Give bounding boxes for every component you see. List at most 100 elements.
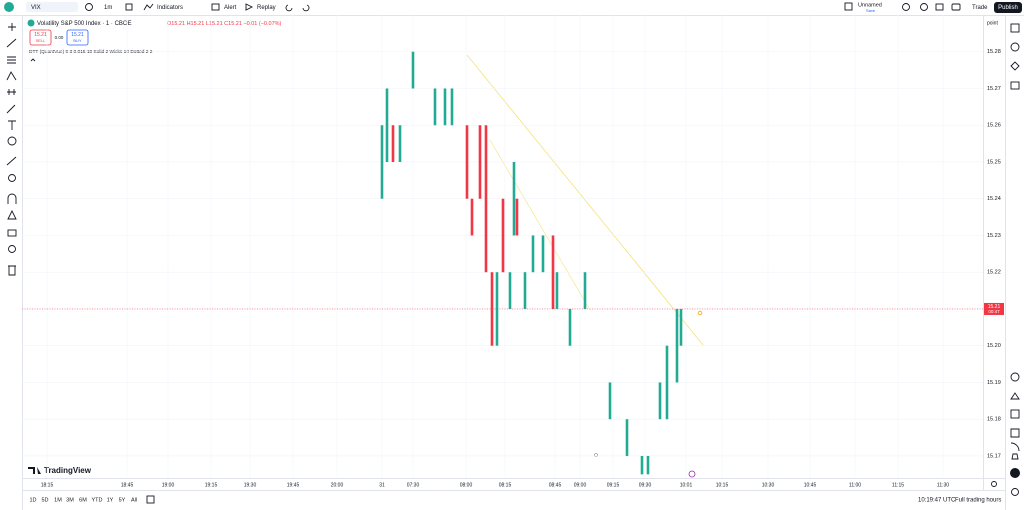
sell-label[interactable]: SELL [36, 38, 47, 43]
profile-avatar[interactable] [4, 2, 14, 12]
publish-button[interactable]: Publish [998, 5, 1018, 11]
replay-icon [245, 3, 254, 11]
measure-tool[interactable] [6, 156, 17, 166]
hide-tool[interactable] [8, 245, 16, 253]
crosshair-tool[interactable] [8, 23, 16, 31]
sell-button[interactable] [29, 29, 52, 46]
candle-body [501, 198, 505, 273]
more-button[interactable] [1011, 488, 1019, 496]
replay-button[interactable]: Replay [257, 5, 276, 11]
y-tick-label: 15.27 [987, 86, 1001, 92]
y-tick-label: 15.28 [987, 49, 1001, 55]
x-tick-label: 10:30 [762, 482, 775, 488]
buy-label[interactable]: BUY [73, 38, 82, 43]
zoom-tool[interactable] [8, 174, 16, 182]
collapse-legend[interactable] [30, 58, 36, 62]
y-tick-label: 15.22 [987, 270, 1001, 276]
chart-type-button[interactable] [125, 3, 133, 11]
range-button[interactable]: 1D [29, 497, 36, 503]
range-button[interactable]: 5Y [119, 497, 126, 503]
range-button[interactable]: 6M [79, 497, 87, 503]
calendar-button[interactable] [1010, 409, 1020, 419]
sell-price[interactable]: 15.21 [34, 32, 47, 38]
y-tick-label: 15.25 [987, 159, 1001, 165]
candle-body [541, 235, 545, 273]
indicators-button[interactable]: Indicators [157, 5, 183, 11]
magnet-tool[interactable] [7, 193, 17, 204]
tradingview-logo [28, 467, 41, 474]
range-button[interactable]: YTD [92, 497, 103, 503]
interval[interactable]: 1m [104, 5, 112, 11]
clock: 10:19:47 UTC [918, 498, 956, 504]
x-tick-label: 09:30 [639, 482, 652, 488]
axis-settings[interactable] [991, 481, 997, 487]
event-marker[interactable] [688, 470, 696, 478]
undo-button[interactable] [285, 4, 293, 12]
symbol-search[interactable] [26, 2, 78, 12]
pattern-tool[interactable] [6, 71, 17, 81]
range-button[interactable]: All [131, 497, 137, 503]
alert-button[interactable]: Alert [224, 5, 237, 11]
layout-name[interactable]: Unnamed [858, 2, 882, 8]
compare-button[interactable] [85, 3, 93, 11]
x-tick-label: 09:00 [574, 482, 587, 488]
trend-line [489, 139, 591, 311]
y-tick-label: 15.24 [987, 196, 1001, 202]
spread: 0.00 [55, 35, 64, 40]
hotlists-button[interactable] [1010, 372, 1020, 382]
candle-body [484, 125, 488, 273]
y-tick-label: 15.18 [987, 417, 1001, 423]
brush-tool[interactable] [6, 104, 16, 114]
layout-icon [844, 2, 853, 11]
candle-body [675, 308, 679, 383]
last-price-badge [984, 302, 1004, 315]
fib-tool[interactable] [7, 56, 16, 64]
layout-status[interactable]: Save [866, 8, 876, 13]
candle-body [531, 235, 535, 273]
publish-background[interactable] [994, 2, 1022, 13]
remove-tool[interactable] [8, 265, 16, 276]
x-tick-label: 18:15 [41, 482, 54, 488]
settings-button[interactable] [920, 3, 928, 11]
candle-body [583, 272, 587, 309]
alerts-button[interactable] [1010, 42, 1020, 52]
icon-tool[interactable] [7, 136, 17, 146]
range-button[interactable]: 5D [41, 497, 48, 503]
candle-body [515, 198, 519, 236]
buy-price[interactable]: 15.21 [71, 32, 84, 38]
snapshot-button[interactable] [951, 3, 961, 11]
notifications-button[interactable] [1011, 453, 1019, 460]
buy-button[interactable] [66, 29, 89, 46]
range-button[interactable]: 3M [66, 497, 74, 503]
layers-button[interactable] [1010, 61, 1020, 71]
x-tick-label: 10:15 [716, 482, 729, 488]
candle-body [450, 88, 454, 126]
x-tick-label: 09:15 [607, 482, 620, 488]
trade-button[interactable]: Trade [972, 5, 988, 11]
candle-body [523, 272, 527, 309]
trendline-tool[interactable] [6, 38, 17, 48]
symbol[interactable]: VIX [31, 5, 41, 11]
quick-search[interactable] [902, 3, 910, 11]
lock-tool[interactable] [7, 229, 17, 237]
chat-button[interactable] [1010, 81, 1020, 90]
candle-body [625, 419, 629, 456]
text-tool[interactable] [8, 120, 16, 130]
ideas-button[interactable] [1010, 392, 1020, 400]
goto-date-button[interactable] [146, 495, 155, 504]
help-button[interactable] [1010, 468, 1020, 478]
x-tick-label: 31 [379, 482, 385, 488]
bar-countdown: 00:47 [988, 309, 1000, 314]
news-button[interactable] [1010, 428, 1020, 438]
x-tick-label: 19:00 [162, 482, 175, 488]
session-button[interactable]: Full trading hours [955, 498, 1001, 504]
range-button[interactable]: 1M [54, 497, 62, 503]
fullscreen-button[interactable] [935, 3, 944, 11]
candle-body [443, 88, 447, 126]
forecast-tool[interactable] [7, 89, 16, 95]
range-button[interactable]: 1Y [107, 497, 114, 503]
redo-button[interactable] [302, 4, 310, 12]
streams-button[interactable] [1010, 442, 1020, 452]
stay-drawing-tool[interactable] [7, 209, 17, 220]
watchlist-button[interactable] [1010, 23, 1020, 33]
